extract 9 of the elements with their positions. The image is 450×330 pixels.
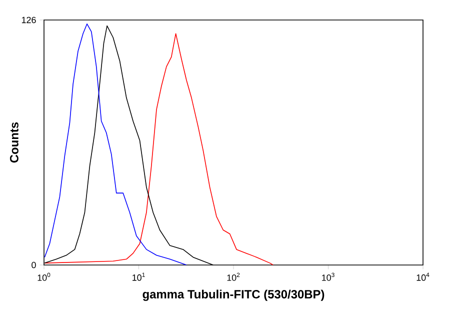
x-tick-label: 10$^{3}$ (322, 272, 334, 281)
x-tick-label: 10$^{1}$ (132, 272, 145, 281)
x-tick-label: 10$^{4}$ (416, 272, 430, 281)
y-tick-label: 0 (32, 262, 36, 268)
y-axis-title: Counts (10, 122, 18, 163)
x-axis-title: gamma Tubulin-FITC (530/30BP) (142, 290, 324, 301)
x-tick-label: 10$^{0}$ (38, 272, 50, 281)
x-tick-label: 10$^{2}$ (227, 272, 240, 281)
y-tick-label: 126 (22, 16, 36, 24)
